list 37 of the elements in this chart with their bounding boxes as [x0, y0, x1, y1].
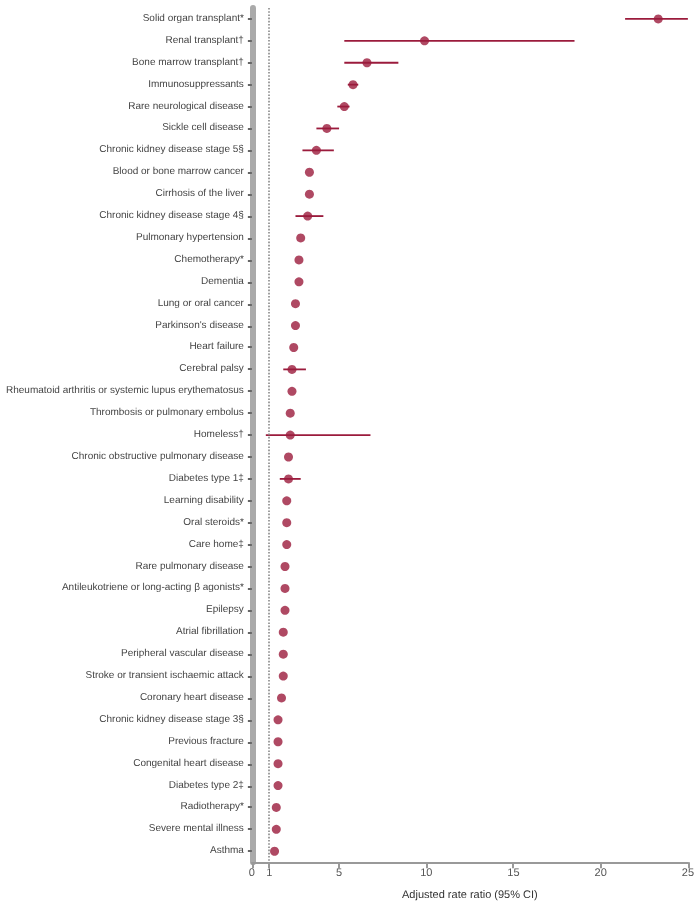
point — [280, 583, 290, 593]
point — [278, 649, 288, 659]
point — [303, 211, 313, 221]
point — [311, 145, 321, 155]
point — [285, 430, 295, 440]
point — [271, 802, 281, 812]
point — [273, 715, 283, 725]
point — [294, 277, 304, 287]
point — [278, 627, 288, 637]
point — [273, 737, 283, 747]
point — [304, 189, 314, 199]
point — [285, 408, 295, 418]
point — [290, 321, 300, 331]
point — [273, 781, 283, 791]
point — [282, 518, 292, 528]
point — [282, 540, 292, 550]
point — [282, 496, 292, 506]
point — [271, 824, 281, 834]
point — [284, 452, 293, 462]
point — [280, 605, 290, 615]
point — [284, 474, 293, 484]
point — [362, 58, 372, 68]
point — [270, 846, 280, 856]
point — [294, 255, 304, 265]
point — [653, 14, 663, 24]
point — [278, 671, 288, 681]
point — [290, 299, 300, 309]
point — [277, 693, 287, 703]
point — [420, 36, 430, 46]
point — [289, 342, 299, 352]
point — [296, 233, 306, 243]
point — [304, 167, 314, 177]
point — [287, 386, 297, 396]
point — [273, 759, 283, 769]
point — [287, 364, 297, 374]
point — [322, 123, 332, 133]
point — [280, 562, 290, 572]
